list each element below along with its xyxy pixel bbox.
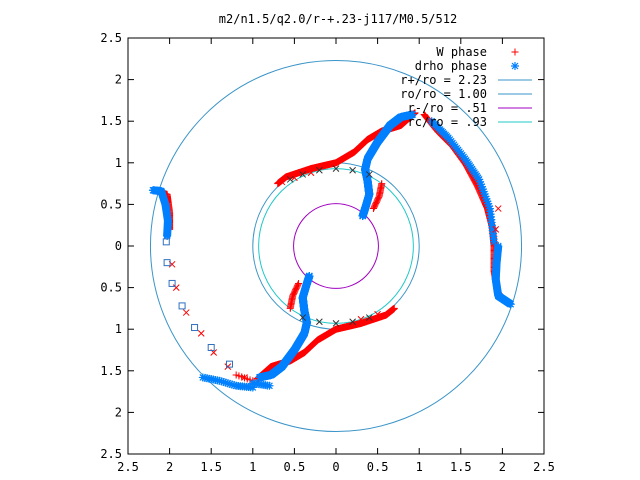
legend-marker	[511, 62, 519, 70]
x-tick-label: 0.5	[367, 460, 389, 474]
red-cross-point	[374, 310, 381, 318]
blue-square-point	[168, 279, 176, 287]
drho-phase-point	[479, 187, 488, 196]
legend-marker	[511, 48, 519, 56]
red-cross-point	[278, 178, 286, 186]
blue-square-point	[162, 238, 170, 246]
y-tick-label: 1	[115, 322, 122, 336]
blue-square-point	[207, 344, 215, 352]
drho-phase-point	[482, 194, 491, 203]
x-tick-label: 2	[499, 460, 506, 474]
black-cross-point	[316, 318, 323, 326]
red-cross-point	[492, 226, 500, 233]
y-tick-label: 1.5	[100, 114, 122, 128]
radius-circle	[149, 59, 523, 433]
blue-square-point	[191, 324, 199, 332]
x-tick-label: 1.5	[450, 460, 472, 474]
drho-phase-point	[248, 383, 257, 392]
chart-title: m2/n1.5/q2.0/r-+.23-j117/M0.5/512	[219, 12, 457, 26]
black-cross-point	[316, 166, 323, 174]
drho-phase-point	[230, 381, 239, 390]
x-tick-label: 2.5	[533, 460, 555, 474]
drho-phase-point	[480, 190, 489, 198]
drho-phase-point	[485, 202, 494, 211]
w-phase-point	[378, 180, 386, 188]
drho-phase-point	[484, 199, 493, 208]
radius-circle	[252, 162, 420, 330]
drho-phase-point	[255, 373, 264, 382]
black-cross-point	[349, 318, 356, 326]
blue-square-point	[163, 259, 171, 267]
black-cross-point	[299, 171, 307, 178]
drho-phase-point	[225, 379, 234, 388]
legend-label: W phase	[436, 45, 487, 59]
legend-label: drho phase	[415, 59, 487, 73]
y-tick-label: 1	[115, 156, 122, 170]
black-cross-point	[365, 314, 373, 321]
x-tick-label: 2.5	[117, 460, 139, 474]
radius-circle	[258, 168, 414, 324]
x-tick-label: 0	[332, 460, 339, 474]
y-tick-label: 2	[115, 405, 122, 419]
y-tick-label: 0.5	[100, 197, 122, 211]
legend-label: ro/ro = 1.00	[400, 87, 487, 101]
legend-label: r-/ro = .51	[408, 101, 487, 115]
x-tick-label: 1	[249, 460, 256, 474]
w-phase-point	[232, 371, 240, 379]
red-cross-point	[224, 363, 232, 370]
drho-phase-point	[476, 180, 485, 189]
y-tick-label: 0	[115, 239, 122, 253]
drho-phase-point	[228, 380, 236, 389]
red-cross-point	[182, 309, 190, 316]
legend-label: r+/ro = 2.23	[400, 73, 487, 87]
y-tick-label: 2	[115, 73, 122, 87]
black-cross-point	[332, 320, 340, 327]
x-tick-label: 1.5	[200, 460, 222, 474]
drho-phase-point	[476, 177, 485, 186]
y-tick-label: 2.5	[100, 31, 122, 45]
blue-square-point	[178, 302, 186, 310]
w-phase-point	[286, 304, 294, 312]
legend-label: rc/ro = .93	[408, 115, 487, 129]
drho-phase-point	[217, 377, 226, 386]
drho-phase-point	[483, 197, 492, 206]
y-tick-label: 1.5	[100, 364, 122, 378]
red-cross-point	[172, 284, 180, 291]
drho-phase-point	[215, 376, 224, 385]
black-cross-point	[299, 314, 307, 321]
red-cross-point	[307, 169, 315, 177]
axes: 2.5 2 1.5 1 0.5 0 0.5 1 1.5 2 2.52.521.510.500.511…	[100, 31, 555, 474]
drho-phase-point	[485, 204, 494, 213]
red-cross-point	[494, 205, 502, 212]
drho-phase-point	[163, 232, 172, 241]
phase-markers	[148, 109, 515, 392]
drho-phase-point	[248, 379, 257, 388]
x-tick-label: 2	[166, 460, 173, 474]
drho-phase-point	[408, 110, 417, 119]
red-cross-point	[357, 315, 365, 323]
drho-phase-point	[219, 378, 228, 387]
drho-phase-point	[494, 242, 503, 250]
drho-phase-point	[478, 185, 487, 194]
red-cross-point	[197, 330, 205, 337]
drho-phase-point	[481, 192, 490, 201]
red-cross-point	[241, 374, 248, 381]
y-tick-label: 0.5	[100, 281, 122, 295]
radius-circle	[293, 203, 379, 289]
black-cross-point	[332, 165, 340, 172]
drho-phase-point	[223, 379, 232, 388]
y-tick-label: 2.5	[100, 447, 122, 461]
drho-phase-point	[427, 117, 436, 126]
blue-square-point	[226, 360, 234, 368]
black-cross-point	[365, 171, 373, 178]
x-tick-label: 1	[416, 460, 423, 474]
x-tick-label: 0.5	[284, 460, 306, 474]
black-cross-point	[349, 166, 356, 174]
red-cross-point	[291, 174, 298, 182]
drho-phase-point	[221, 378, 230, 387]
black-cross-point	[286, 176, 294, 183]
drho-phase-point	[477, 182, 486, 191]
